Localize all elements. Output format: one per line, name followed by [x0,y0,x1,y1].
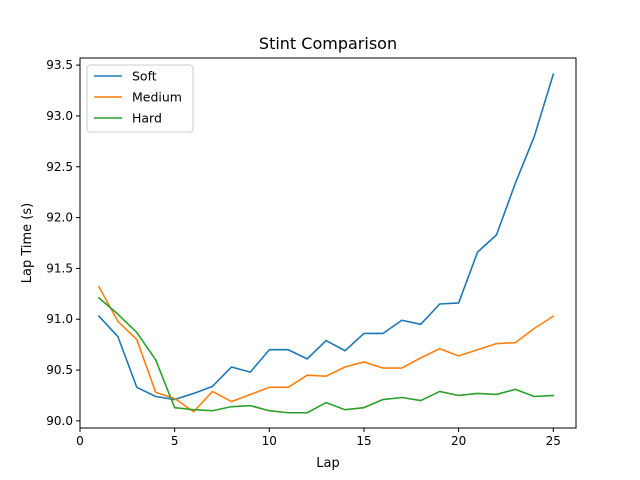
series-line-medium [97,285,555,413]
y-tick-label: 90.0 [46,414,73,428]
legend-frame [86,64,194,133]
x-axis-label: Lap [316,456,339,471]
chart-title: Stint Comparison [259,34,397,53]
legend-label-hard: Hard [132,111,162,126]
series-layer [97,73,555,414]
series-line-hard [97,296,555,414]
x-tick-label: 20 [451,434,466,448]
legend-label-medium: Medium [132,90,182,105]
x-tick-label: 25 [546,434,561,448]
legend: Soft Medium Hard [86,64,194,133]
y-tick-label: 92.0 [46,211,73,225]
y-tick-label: 93.0 [46,109,73,123]
x-tick-label: 10 [262,434,277,448]
y-tick-label: 91.5 [46,261,73,275]
y-tick-label: 90.5 [46,363,73,377]
plot-frame [79,57,577,429]
legend-entries: Soft Medium Hard [94,69,182,126]
y-tick-label: 91.0 [46,312,73,326]
x-tick-label: 15 [356,434,371,448]
x-tick-label: 5 [171,434,179,448]
series-line-soft [97,73,555,401]
y-axis-label: Lap Time (s) [20,203,35,283]
y-tick-label: 93.5 [46,58,73,72]
x-tick-label: 0 [76,434,84,448]
legend-label-soft: Soft [132,69,157,84]
y-tick-label: 92.5 [46,160,73,174]
axis-layer: 0 5 10 15 20 25 90.0 90.5 91.0 91.5 92.0 92.5 93.0 93… [46,58,561,448]
